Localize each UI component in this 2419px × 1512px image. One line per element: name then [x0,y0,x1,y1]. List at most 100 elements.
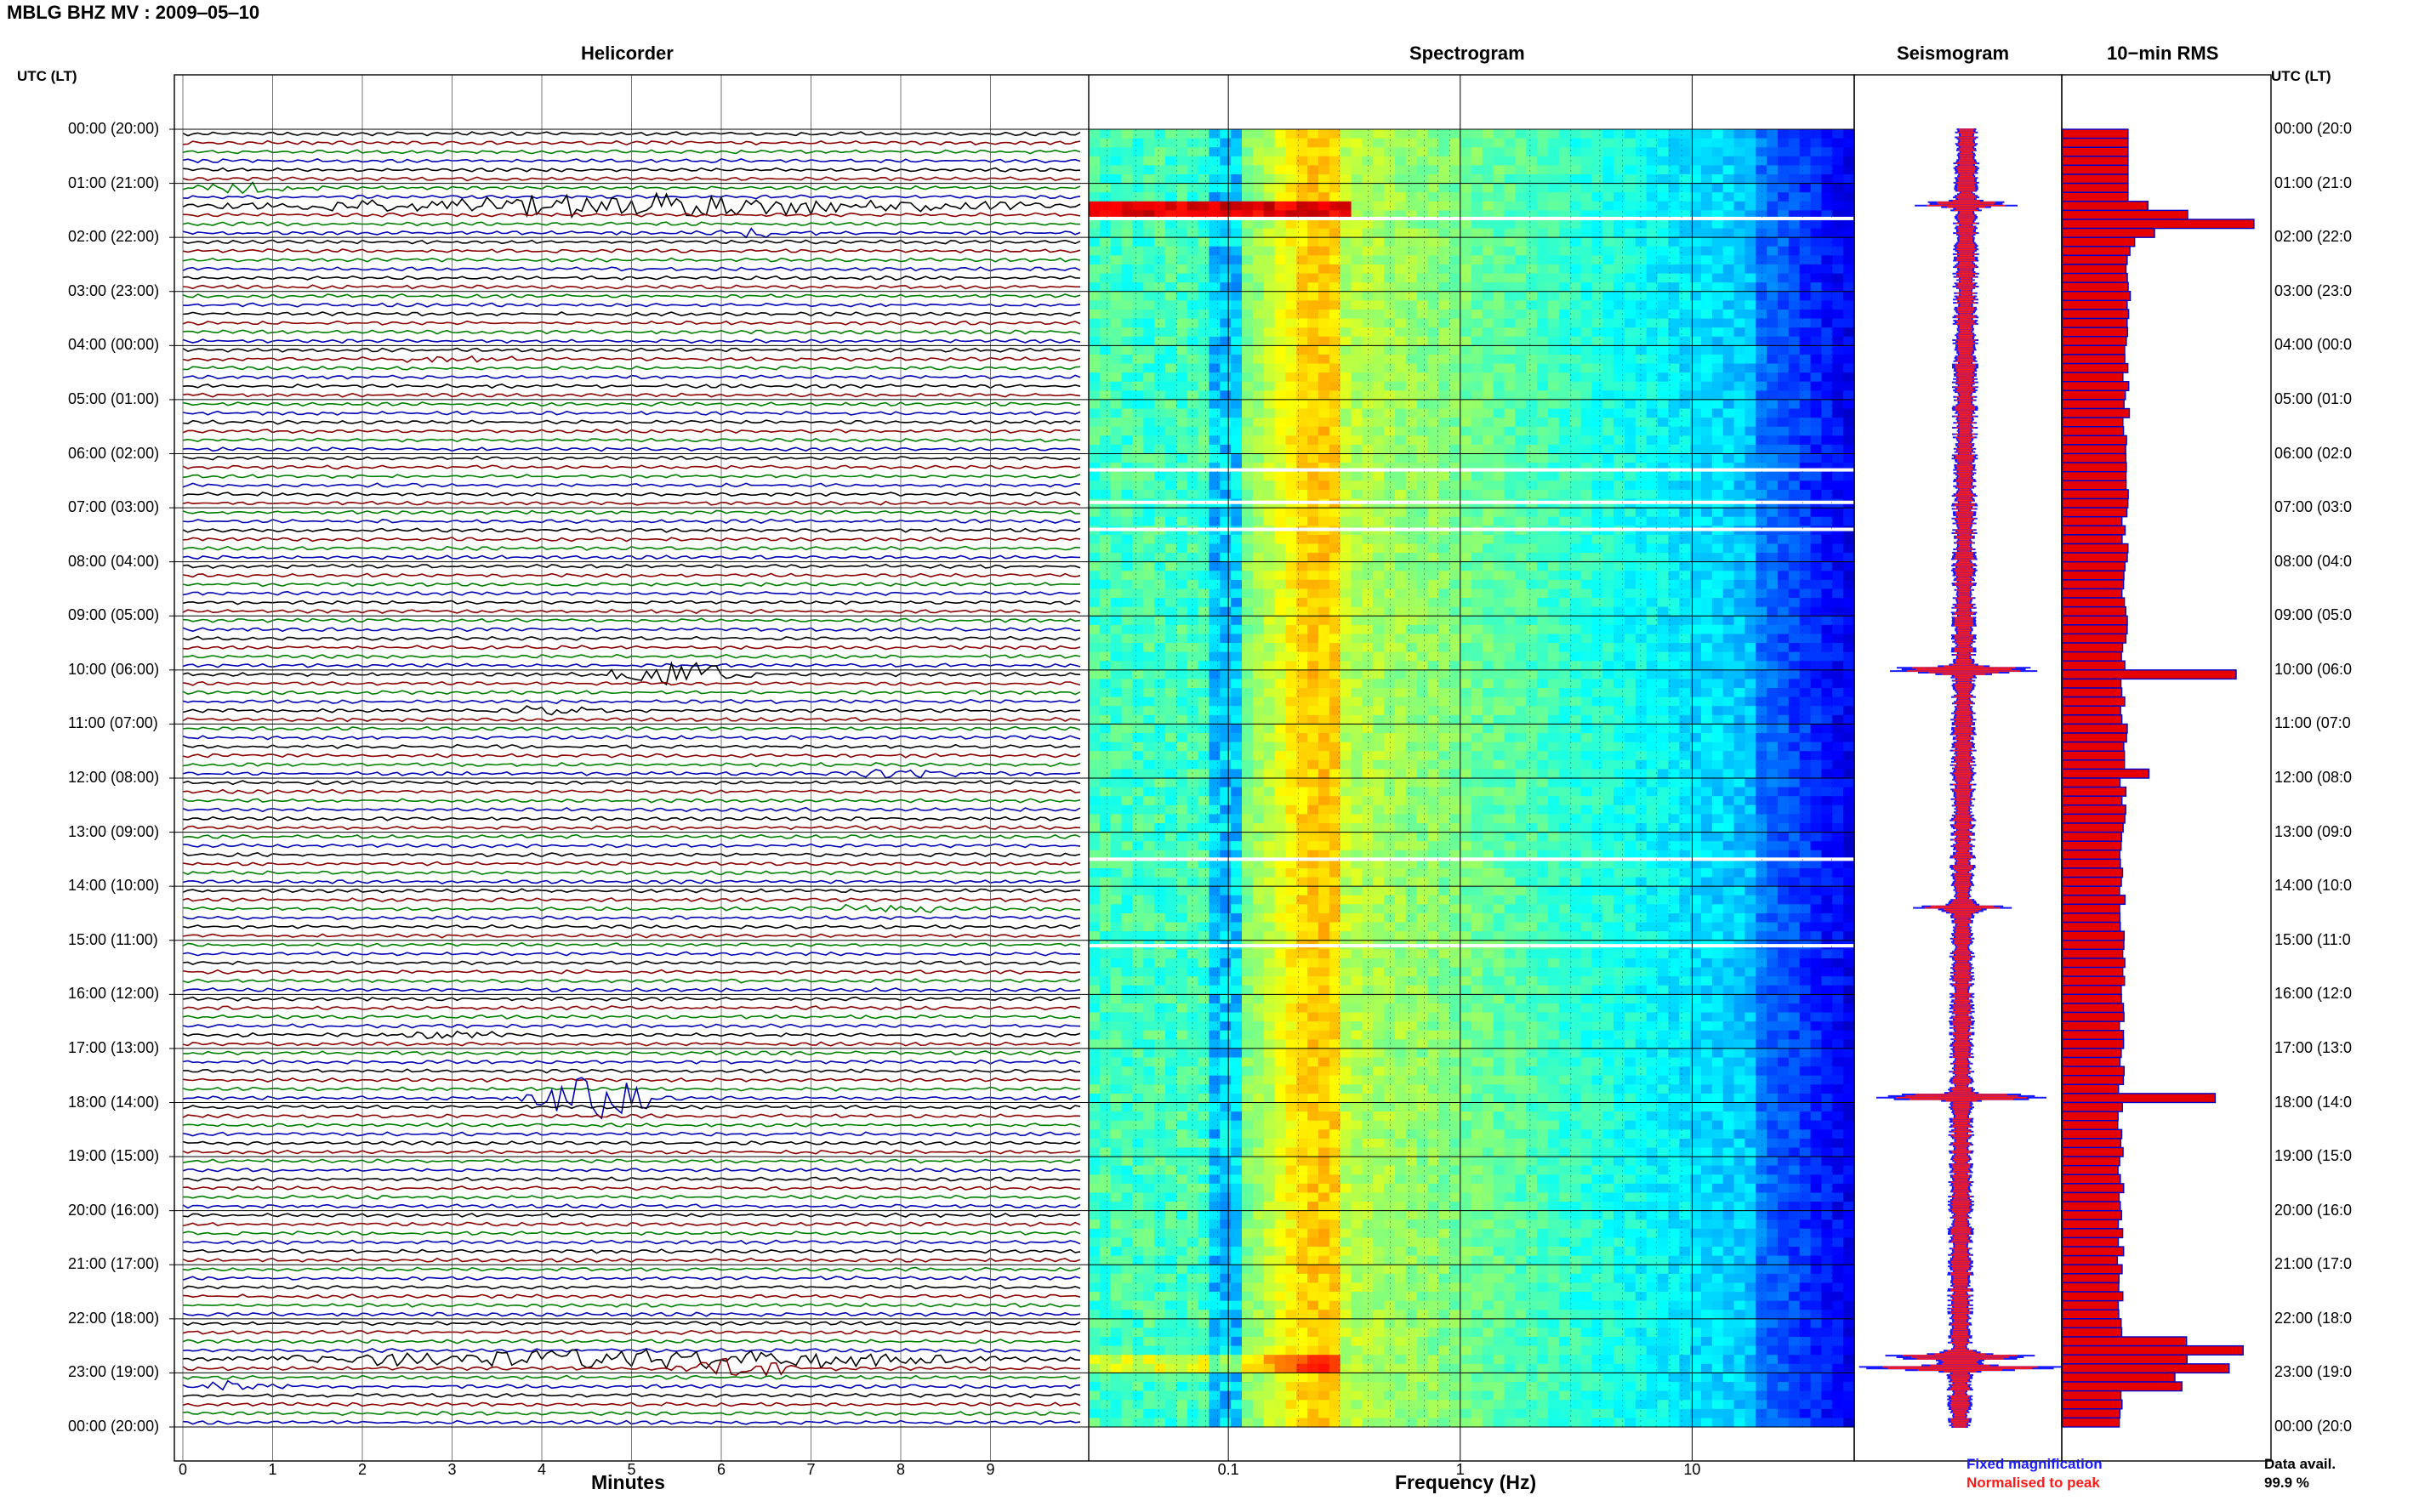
spectrogram-cell [1471,165,1483,175]
spectrogram-cell [1340,246,1352,256]
spectrogram-cell [1832,759,1844,770]
spectrogram-cell [1263,714,1276,725]
spectrogram-cell [1449,336,1461,346]
spectrogram-cell [1099,598,1112,608]
spectrogram-cell [1843,751,1855,761]
spectrogram-cell [1220,273,1232,283]
spectrogram-cell [1307,291,1319,301]
spectrogram-cell [1187,444,1199,455]
spectrogram-cell [1318,480,1330,491]
spectrogram-cell [1460,183,1472,193]
spectrogram-cell [1526,147,1538,157]
spectrogram-cell [1657,327,1670,338]
spectrogram-cell [1438,246,1450,256]
spectrogram-cell [1767,561,1779,571]
spectrogram-cell [1143,273,1155,283]
spectrogram-cell [1558,300,1571,310]
spectrogram-cell [1580,363,1593,373]
spectrogram-cell [1701,309,1713,320]
spectrogram-cell [1089,516,1101,526]
spectrogram-cell [1252,156,1265,166]
spectrogram-cell [1821,318,1833,328]
spectrogram-cell [1515,173,1527,185]
spectrogram-cell [1799,390,1812,401]
spectrogram-cell [1252,463,1265,473]
spectrogram-cell [1810,418,1823,428]
spectrogram-cell [1843,408,1855,418]
spectrogram-cell [1711,706,1724,716]
spectrogram-cell [1799,435,1812,446]
spectrogram-cell [1537,435,1549,446]
spectrogram-cell [1832,129,1844,139]
spectrogram-cell [1427,138,1440,148]
spectrogram-cell [1242,264,1254,275]
spectrogram-cell [1537,399,1549,410]
spectrogram-cell [1110,516,1123,526]
spectrogram-cell [1756,714,1767,725]
spectrogram-cell [1329,480,1341,491]
spectrogram-cell [1220,418,1232,428]
spectrogram-cell [1548,273,1560,283]
spectrogram-cell [1318,327,1330,338]
spectrogram-cell [1296,309,1308,320]
spectrogram-cell [1722,147,1735,157]
spectrogram-cell [1395,210,1407,220]
spectrogram-cell [1515,561,1527,571]
spectrogram-cell [1646,508,1659,518]
spectrogram-cell [1089,742,1101,752]
spectrogram-cell [1690,669,1702,680]
spectrogram-cell [1711,561,1724,571]
spectrogram-cell [1701,696,1713,707]
spectrogram-cell [1351,669,1363,680]
spectrogram-cell [1515,354,1527,365]
spectrogram-cell [1089,463,1101,473]
spectrogram-cell [1427,354,1440,365]
spectrogram-cell [1110,669,1123,680]
spectrogram-cell [1635,489,1648,500]
spectrogram-cell [1602,571,1614,581]
spectrogram-cell [1580,679,1593,689]
spectrogram-cell [1307,516,1319,526]
spectrogram-cell [1701,173,1713,185]
spectrogram-cell [1165,534,1177,545]
spectrogram-cell [1220,444,1232,455]
spectrogram-cell [1690,255,1702,265]
spectrogram-cell [1110,381,1123,391]
spectrogram-cell [1220,751,1232,761]
spectrogram-cell [1384,201,1396,211]
spectrogram-cell [1733,624,1746,635]
spectrogram-cell [1504,147,1517,157]
spectrogram-cell [1733,724,1746,734]
spectrogram-cell [1263,138,1276,148]
spectrogram-cell [1657,426,1670,436]
spectrogram-cell [1733,696,1746,707]
spectrogram-cell [1537,616,1549,626]
spectrogram-cell [1438,183,1450,193]
spectrogram-cell [1711,291,1724,301]
spectrogram-cell [1318,696,1330,707]
spectrogram-cell [1602,201,1614,211]
spectrogram-cell [1471,309,1483,320]
spectrogram-cell [1438,273,1450,283]
spectrogram-cell [1646,381,1659,391]
spectrogram-cell [1089,588,1101,599]
spectrogram-cell [1165,643,1177,653]
spectrogram-cell [1625,561,1636,571]
spectrogram-cell [1296,183,1308,193]
spectrogram-cell [1307,471,1319,481]
spectrogram-cell [1558,327,1571,338]
spectrogram-cell [1285,399,1297,410]
spectrogram-cell [1362,516,1374,526]
spectrogram-cell [1799,147,1812,157]
spectrogram-cell [1580,300,1593,310]
spectrogram-cell [1580,561,1593,571]
spectrogram-cell [1263,543,1276,554]
spectrogram-cell [1548,571,1560,581]
spectrogram-cell [1756,606,1767,617]
spectrogram-cell [1756,616,1767,626]
spectrogram-cell [1154,651,1166,662]
spectrogram-cell [1722,219,1735,230]
spectrogram-cell [1799,624,1812,635]
spectrogram-cell [1099,444,1112,455]
spectrogram-cell [1220,345,1232,355]
